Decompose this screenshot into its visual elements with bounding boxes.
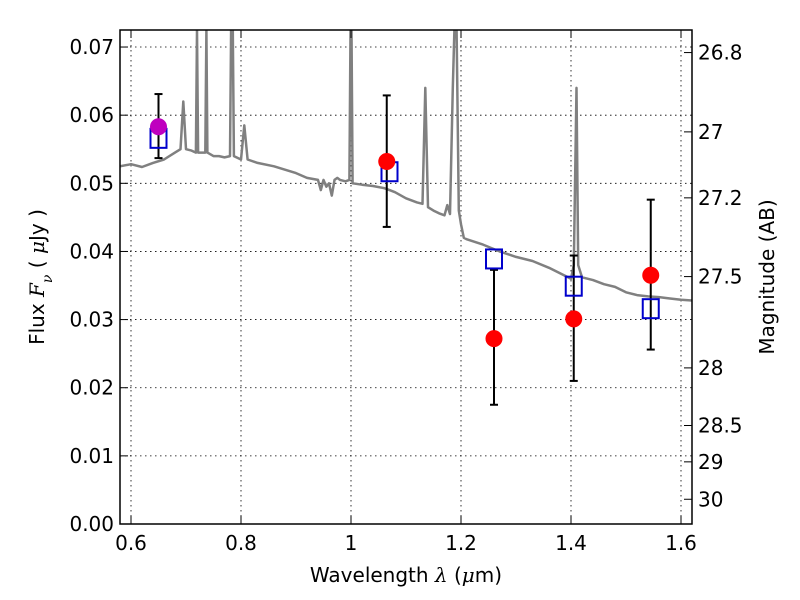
x-tick-label: 1.6 xyxy=(665,531,697,555)
right-tick-label: 26.8 xyxy=(698,41,743,65)
y-tick-label: 0.00 xyxy=(69,512,114,536)
right-tick-label: 28.5 xyxy=(698,414,743,438)
x-tick-label: 0.6 xyxy=(115,531,147,555)
right-axis-label: Magnitude (AB) xyxy=(755,199,779,354)
right-tick-label: 30 xyxy=(698,487,723,511)
right-tick-label: 27 xyxy=(698,120,723,144)
model-point xyxy=(641,298,660,320)
x-tick-label: 1 xyxy=(345,531,358,555)
y-tick-label: 0.01 xyxy=(69,444,114,468)
observed-point xyxy=(565,310,583,328)
y-tick-label: 0.05 xyxy=(69,171,114,195)
model-point xyxy=(564,275,583,297)
right-tick-label: 29 xyxy=(698,450,723,474)
x-axis-ticks: 0.6 0.8 1 1.2 1.4 1.6 xyxy=(115,30,697,555)
right-tick-label: 28 xyxy=(698,356,723,380)
y-tick-label: 0.03 xyxy=(69,308,114,332)
y-tick-label: 0.04 xyxy=(69,239,114,263)
observed-flux-layer xyxy=(150,118,660,348)
right-axis-ticks: 26.8 27 27.2 27.5 28 28.5 29 30 xyxy=(684,41,743,511)
right-tick-label: 27.5 xyxy=(698,265,743,289)
observed-point xyxy=(378,153,396,171)
y-tick-label: 0.06 xyxy=(69,103,114,127)
x-tick-label: 1.2 xyxy=(445,531,477,555)
observed-point xyxy=(150,118,167,136)
observed-point xyxy=(485,330,503,348)
observed-point xyxy=(642,266,660,284)
y-tick-label: 0.07 xyxy=(69,35,114,59)
y-axis-ticks: 0.00 0.01 0.02 0.03 0.04 0.05 0.06 0.07 xyxy=(69,35,128,536)
x-tick-label: 1.4 xyxy=(555,531,587,555)
right-tick-label: 27.2 xyxy=(698,186,743,210)
y-axis-label: Flux Fν ( μJy ) xyxy=(25,209,56,345)
x-axis-label: Wavelength λ (μm) xyxy=(310,563,502,587)
x-tick-label: 0.8 xyxy=(225,531,257,555)
model-point xyxy=(485,248,503,270)
y-tick-label: 0.02 xyxy=(69,376,114,400)
